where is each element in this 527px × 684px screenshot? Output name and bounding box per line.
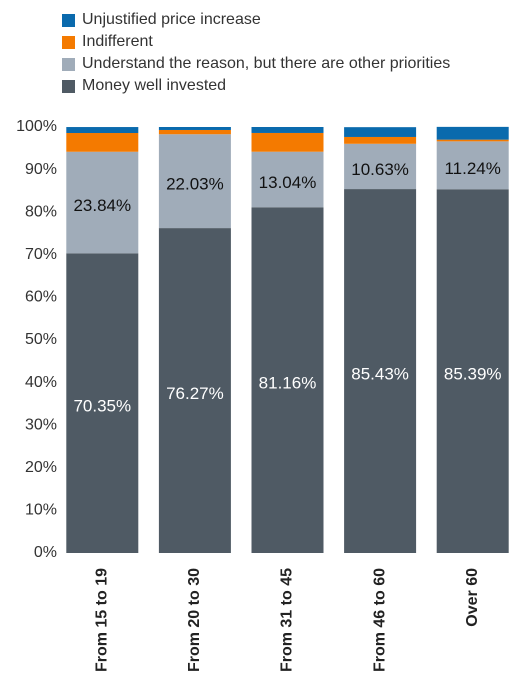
legend-swatch	[62, 36, 75, 49]
legend-label: Understand the reason, but there are oth…	[82, 55, 450, 72]
bar-segment	[436, 141, 509, 190]
legend-label: Indifferent	[82, 33, 153, 50]
y-tick-label: 100%	[16, 118, 57, 135]
legend-label: Unjustified price increase	[82, 11, 261, 28]
value-label: 85.43%	[351, 365, 409, 384]
value-label: 76.27%	[166, 384, 224, 403]
y-tick-label: 10%	[25, 502, 57, 519]
y-tick-label: 70%	[25, 246, 57, 263]
bar-segment	[66, 127, 139, 134]
y-tick-label: 20%	[25, 459, 57, 476]
bar-segment	[158, 228, 231, 554]
x-tick-label: From 46 to 60	[371, 568, 388, 672]
bar-segment	[251, 132, 324, 152]
legend-swatch	[62, 80, 75, 93]
bar-segment	[158, 127, 231, 130]
y-tick-label: 60%	[25, 289, 57, 306]
bar-segment	[251, 151, 324, 208]
bar-segment	[436, 139, 509, 142]
y-tick-label: 0%	[34, 544, 57, 561]
y-tick-label: 30%	[25, 416, 57, 433]
value-label: 81.16%	[259, 374, 317, 393]
value-label: 85.39%	[444, 365, 502, 384]
y-tick-label: 80%	[25, 203, 57, 220]
x-tick-label: From 20 to 30	[186, 568, 203, 672]
bar-segment	[251, 207, 324, 553]
x-tick-label: From 15 to 19	[94, 568, 111, 672]
y-tick-label: 50%	[25, 331, 57, 348]
bar-segment	[66, 253, 139, 553]
x-tick-label: Over 60	[464, 568, 481, 627]
bar-segment	[344, 189, 417, 553]
bar-segment	[436, 189, 509, 554]
bar-segment	[66, 133, 139, 152]
bar-segment	[436, 126, 509, 140]
bar-segment	[158, 134, 231, 229]
x-tick-label: From 31 to 45	[279, 568, 296, 672]
y-tick-label: 40%	[25, 374, 57, 391]
legend-label: Money well invested	[82, 77, 226, 94]
legend-swatch	[62, 58, 75, 71]
bar-segment	[344, 127, 417, 137]
bar-segment	[158, 129, 231, 135]
value-label: 11.24%	[444, 159, 500, 178]
bar-segment	[251, 127, 324, 133]
bar-segment	[344, 143, 417, 190]
legend-swatch	[62, 14, 75, 27]
value-label: 13.04%	[259, 173, 317, 192]
value-label: 23.84%	[73, 196, 131, 215]
value-label: 22.03%	[166, 175, 224, 194]
y-tick-label: 90%	[25, 161, 57, 178]
bar-segment	[66, 151, 139, 254]
bar-segment	[344, 136, 417, 144]
value-label: 10.63%	[351, 160, 409, 179]
value-label: 70.35%	[73, 397, 131, 416]
